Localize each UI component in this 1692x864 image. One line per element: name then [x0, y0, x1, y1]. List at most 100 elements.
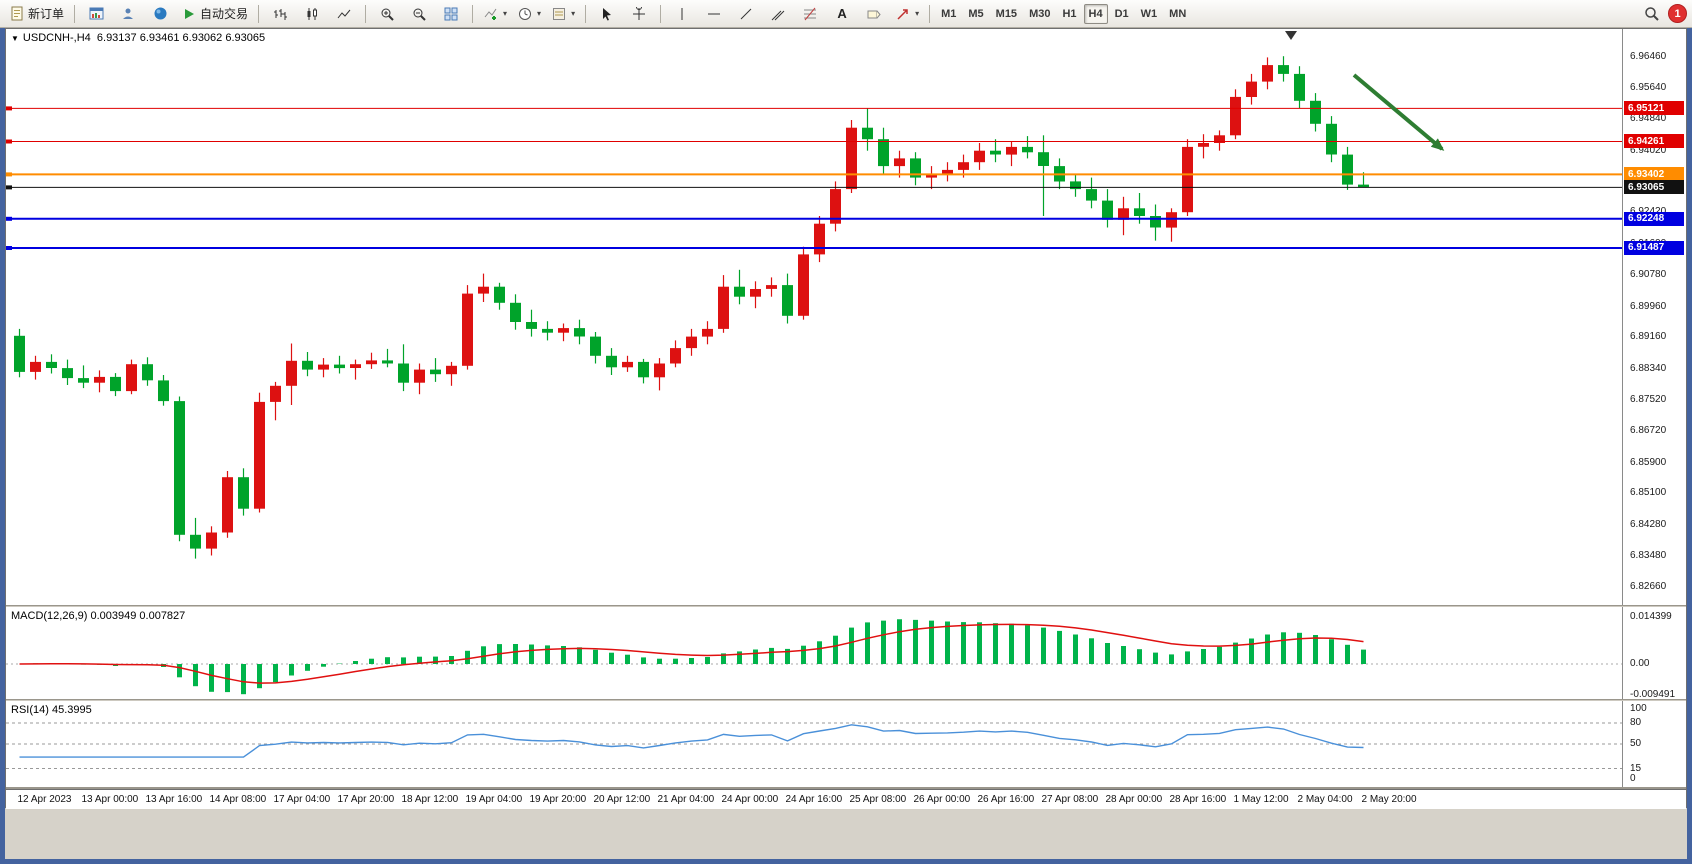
- fibonacci-tool-button[interactable]: [795, 2, 825, 26]
- tile-windows-button[interactable]: [436, 2, 466, 26]
- time-axis-label: 1 May 12:00: [1233, 794, 1289, 805]
- timeframe-m30-button[interactable]: M30: [1029, 7, 1051, 20]
- price-axis-label: 6.90780: [1630, 269, 1667, 281]
- label-tool-button[interactable]: [859, 2, 889, 26]
- time-axis-label: 20 Apr 12:00: [593, 794, 651, 805]
- dropdown-arrow-icon: ▾: [537, 9, 542, 18]
- time-axis-label: 26 Apr 00:00: [913, 794, 971, 805]
- chart-shift-marker[interactable]: [1285, 31, 1297, 40]
- macd-signal-line: [19, 623, 1364, 684]
- search-icon: [1643, 6, 1659, 22]
- zoom-out-button[interactable]: [404, 2, 434, 26]
- macd-chart-canvas[interactable]: [6, 607, 1622, 699]
- chart-title: ▼ USDCNH-,H4 6.93137 6.93461 6.93062 6.93…: [11, 32, 265, 44]
- indicators-button[interactable]: ▾: [479, 2, 511, 26]
- time-axis-label: 17 Apr 04:00: [273, 794, 331, 805]
- dropdown-arrow-icon: ▾: [571, 9, 576, 18]
- bar-chart-button[interactable]: [265, 2, 295, 26]
- crosshair-icon: [631, 6, 647, 22]
- candlestick-chart-button[interactable]: [297, 2, 327, 26]
- time-axis-label: 26 Apr 16:00: [977, 794, 1035, 805]
- zoom-in-button[interactable]: [372, 2, 402, 26]
- macd-axis-label: -0.009491: [1630, 688, 1676, 700]
- cursor-button[interactable]: [592, 2, 622, 26]
- time-axis-label: 13 Apr 00:00: [81, 794, 139, 805]
- panel-splitter[interactable]: [6, 699, 1686, 701]
- rsi-chart-canvas[interactable]: [6, 701, 1622, 787]
- time-axis-label: 28 Apr 16:00: [1169, 794, 1227, 805]
- chart-window-icon: [88, 6, 104, 22]
- timeframe-w1-button[interactable]: W1: [1140, 7, 1158, 20]
- macd-axis-label: 0.014399: [1630, 610, 1672, 622]
- vertical-line-tool-button[interactable]: [667, 2, 697, 26]
- candlestick-icon: [304, 6, 320, 22]
- hline-left-tick: [6, 185, 12, 190]
- timeframe-m5-button[interactable]: M5: [968, 7, 984, 20]
- timeframe-h4-button[interactable]: H4: [1083, 3, 1108, 24]
- price-chart-canvas[interactable]: [6, 29, 1622, 605]
- collapse-icon[interactable]: ▼: [11, 34, 19, 43]
- timeframe-h1-button[interactable]: H1: [1062, 7, 1077, 20]
- auto-trading-play-icon: [181, 6, 197, 22]
- horizontal-line-tool-button[interactable]: [699, 2, 729, 26]
- price-axis-label: 6.88340: [1630, 362, 1667, 374]
- price-marker-current-price: 6.93065: [1624, 180, 1684, 195]
- main-toolbar: 新订单 自动交易 ▾ ▾ ▾ A ▾ M1 M5 M15 M30 H1 H4 D…: [0, 0, 1692, 28]
- price-axis-column[interactable]: 6.964606.956406.948406.940206.932206.924…: [1622, 29, 1686, 787]
- periods-button[interactable]: ▾: [513, 2, 545, 26]
- separator: [929, 4, 931, 23]
- crosshair-button[interactable]: [624, 2, 654, 26]
- line-chart-icon: [336, 6, 352, 22]
- arrows-tool-button[interactable]: ▾: [891, 2, 923, 26]
- market-watch-button[interactable]: [113, 2, 143, 26]
- chart-window-button[interactable]: [81, 2, 111, 26]
- price-axis-label: 6.94840: [1630, 113, 1667, 125]
- time-axis-label: 18 Apr 12:00: [401, 794, 459, 805]
- price-marker-support: 6.92248: [1624, 211, 1684, 226]
- price-axis-label: 6.85900: [1630, 456, 1667, 468]
- chart-ohlc-values: 6.93137 6.93461 6.93062 6.93065: [96, 32, 266, 44]
- time-axis-label: 17 Apr 20:00: [337, 794, 395, 805]
- channel-tool-button[interactable]: [763, 2, 793, 26]
- notification-badge[interactable]: 1: [1668, 4, 1687, 23]
- timeframe-mn-button[interactable]: MN: [1169, 7, 1187, 20]
- time-axis-label: 12 Apr 2023: [17, 794, 72, 805]
- templates-button[interactable]: ▾: [547, 2, 579, 26]
- community-button[interactable]: [145, 2, 175, 26]
- timeframe-m1-button[interactable]: M1: [941, 7, 957, 20]
- search-button[interactable]: [1636, 2, 1666, 26]
- trendline-tool-button[interactable]: [731, 2, 761, 26]
- hline-left-tick: [6, 106, 12, 111]
- time-axis-label: 24 Apr 00:00: [721, 794, 779, 805]
- community-icon: [152, 6, 168, 22]
- text-tool-button[interactable]: A: [827, 2, 857, 26]
- trendline-icon: [738, 6, 754, 22]
- price-axis-label: 6.89960: [1630, 300, 1667, 312]
- price-axis-label: 6.95640: [1630, 82, 1667, 94]
- new-order-label: 新订单: [28, 7, 65, 21]
- timeframe-d1-button[interactable]: D1: [1114, 7, 1129, 20]
- price-axis-label: 6.84280: [1630, 518, 1667, 530]
- dropdown-arrow-icon: ▾: [915, 9, 920, 18]
- price-axis-label: 6.83480: [1630, 549, 1667, 561]
- timeframe-m15-button[interactable]: M15: [995, 7, 1018, 20]
- fibonacci-icon: [802, 6, 818, 22]
- time-axis[interactable]: 12 Apr 2023 13 Apr 00:00 13 Apr 16:00 14 Ap…: [6, 789, 1686, 809]
- macd-indicator-label: MACD(12,26,9) 0.003949 0.007827: [11, 610, 186, 622]
- rsi-axis-label: 50: [1630, 738, 1642, 749]
- auto-trading-button[interactable]: 自动交易: [177, 2, 252, 26]
- template-icon: [551, 6, 567, 22]
- trend-arrow-annotation[interactable]: [1352, 73, 1445, 151]
- panel-splitter[interactable]: [6, 605, 1686, 607]
- new-order-icon: [9, 6, 25, 22]
- time-axis-label: 2 May 04:00: [1297, 794, 1353, 805]
- time-axis-label: 14 Apr 08:00: [209, 794, 267, 805]
- price-axis-label: 6.86720: [1630, 425, 1667, 437]
- separator: [74, 4, 76, 23]
- indicators-icon: [483, 6, 499, 22]
- price-axis-label: 6.82660: [1630, 581, 1667, 592]
- new-order-button[interactable]: 新订单: [5, 2, 68, 26]
- price-axis-label: 6.89160: [1630, 331, 1667, 343]
- cursor-icon: [599, 6, 615, 22]
- line-chart-button[interactable]: [329, 2, 359, 26]
